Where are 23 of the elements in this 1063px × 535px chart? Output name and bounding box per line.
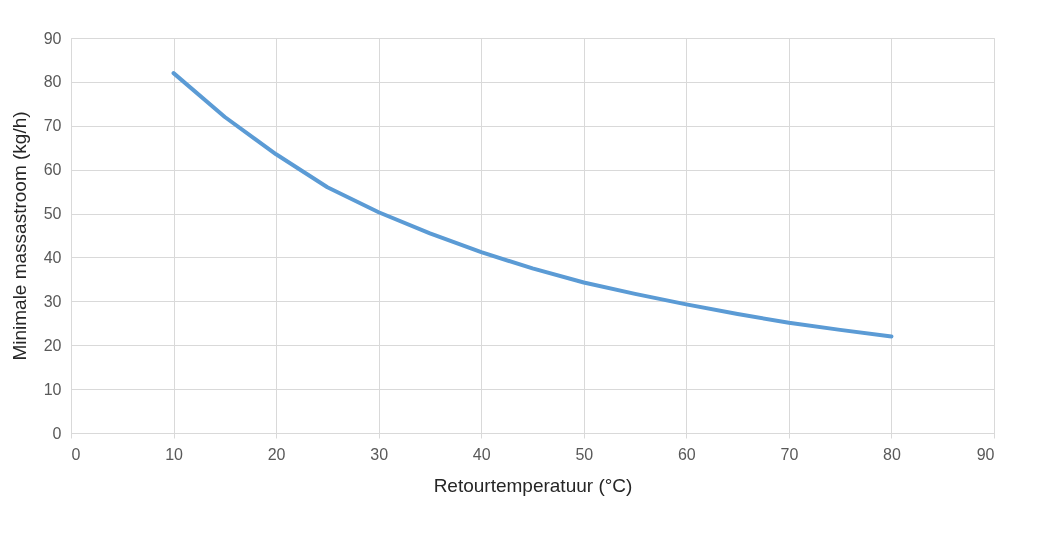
x-axis-title: Retourtemperatuur (°C) <box>433 474 633 496</box>
x-tick-label: 30 <box>370 445 389 463</box>
y-tick-label: 40 <box>43 248 62 266</box>
x-tick-label: 20 <box>267 445 286 463</box>
y-tick-label: 70 <box>43 117 62 135</box>
x-tick-label: 60 <box>677 445 696 463</box>
y-tick-label: 60 <box>43 161 62 179</box>
x-tick-label: 80 <box>883 445 901 463</box>
y-tick-label: 20 <box>43 336 62 354</box>
y-tick-label: 90 <box>43 29 62 47</box>
line-series <box>171 71 894 339</box>
y-tick-label: 30 <box>43 292 62 310</box>
x-tick-label: 40 <box>472 445 491 463</box>
x-tick-label: 70 <box>780 445 799 463</box>
x-tick-label: 50 <box>575 445 594 463</box>
y-tick-label: 50 <box>43 205 62 223</box>
x-tick-label: 0 <box>71 445 81 463</box>
x-tick-label: 90 <box>976 445 995 463</box>
y-tick-label: 80 <box>43 73 62 91</box>
y-axis-title: Minimale massastroom (kg/h) <box>8 111 30 361</box>
y-tick-label: 0 <box>52 424 62 442</box>
y-tick-label: 10 <box>43 380 62 398</box>
x-tick-label: 10 <box>165 445 184 463</box>
